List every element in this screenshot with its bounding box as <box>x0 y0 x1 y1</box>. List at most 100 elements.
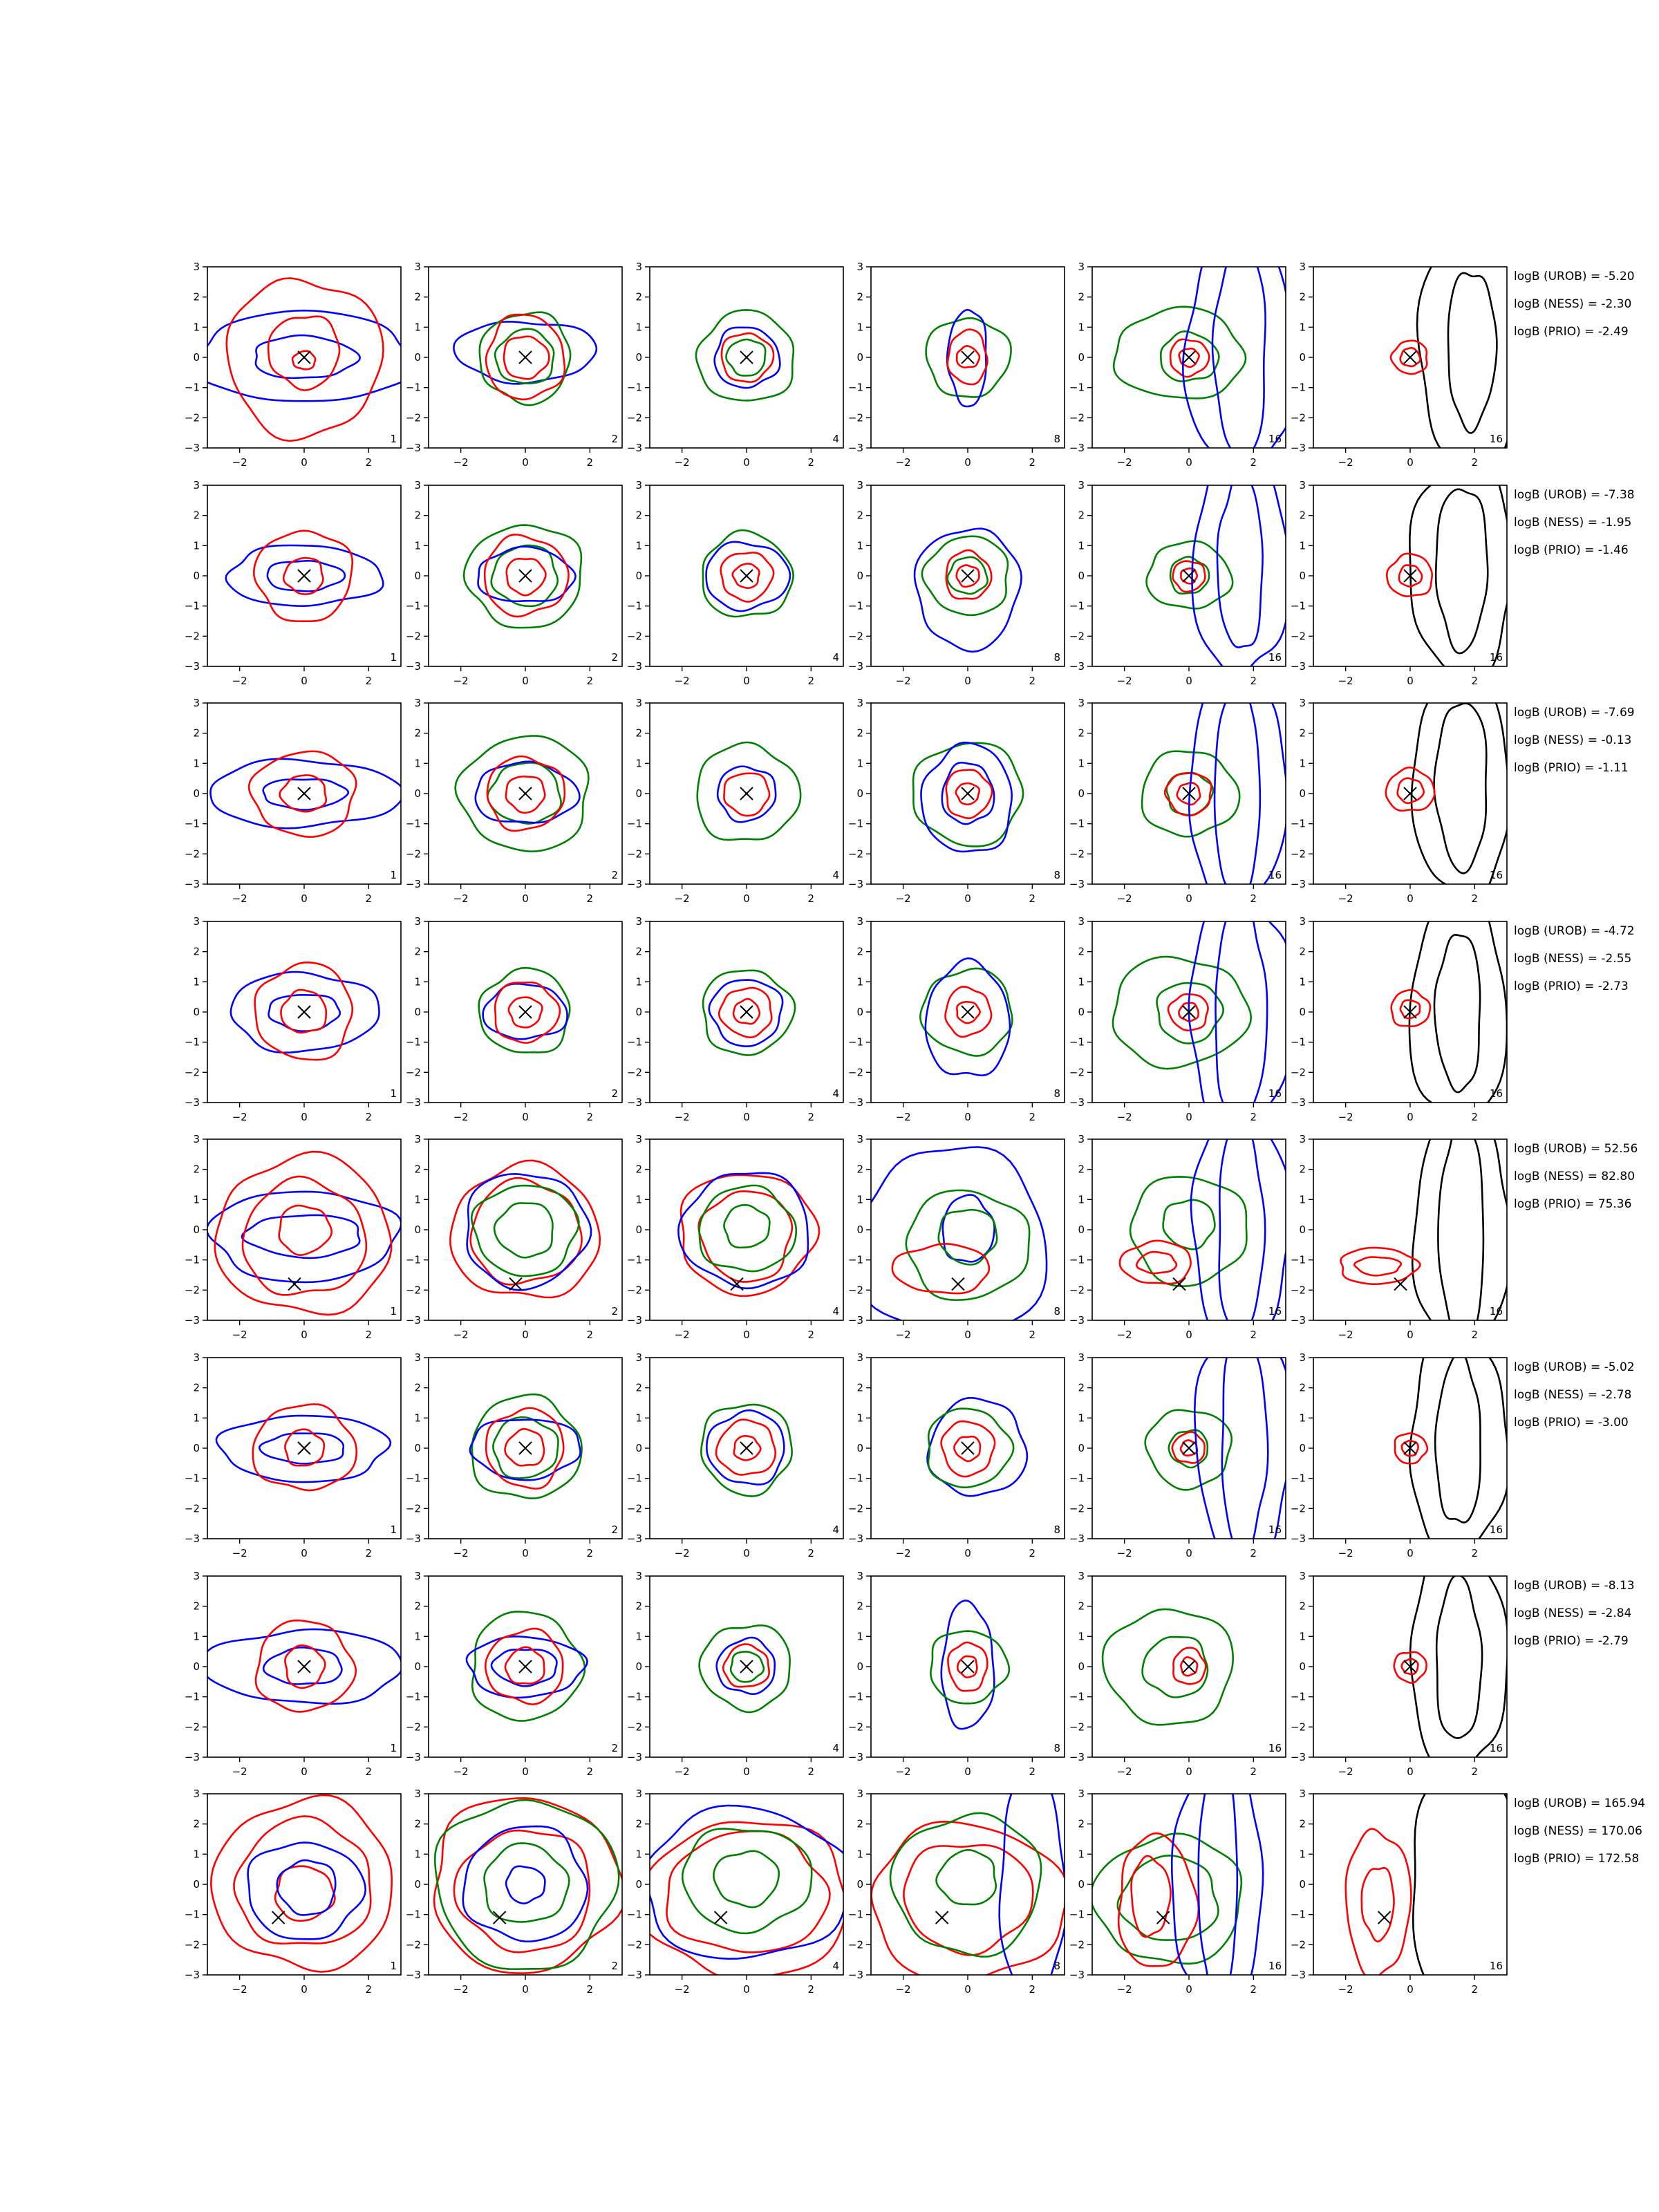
x-tick-label: 2 <box>1472 1111 1479 1123</box>
y-tick-label: 3 <box>1078 697 1085 709</box>
x-marker <box>1172 1277 1186 1291</box>
y-tick-label: −2 <box>627 1066 642 1078</box>
x-marker <box>951 1277 965 1291</box>
y-tick-label: −2 <box>848 1502 863 1515</box>
red-contour <box>1163 772 1212 817</box>
x-tick-label: 2 <box>808 675 815 687</box>
panel-r5-c5: −2 0 2 −3 −2 −1 0 1 2 3 16 <box>1069 1133 1286 1341</box>
green-contour <box>1129 1176 1248 1288</box>
y-tick-label: 2 <box>635 727 642 740</box>
y-tick-label: 1 <box>856 539 863 552</box>
axes-frame <box>428 1793 623 1976</box>
y-tick-label: −3 <box>185 660 200 673</box>
red-contour <box>1360 1867 1395 1943</box>
y-tick-label: −2 <box>848 630 863 642</box>
y-tick-label: −1 <box>848 1254 863 1266</box>
panel-label: 2 <box>611 1524 618 1536</box>
contour-group <box>1112 921 1286 1103</box>
y-tick-label: −3 <box>406 442 421 454</box>
y-tick-label: 2 <box>856 1818 863 1830</box>
y-tick-label: −3 <box>627 442 642 454</box>
x-tick-label: −2 <box>896 892 911 905</box>
y-tick-label: −1 <box>848 600 863 612</box>
y-tick-label: −3 <box>1069 1751 1085 1763</box>
y-tick-label: −1 <box>848 1472 863 1485</box>
blue-contour <box>241 1214 361 1259</box>
logb-label: logB (UROB) = -4.72 <box>1514 924 1635 938</box>
red-contour <box>1344 1828 1412 1975</box>
red-contour <box>679 1174 821 1297</box>
y-tick-label: −3 <box>185 1096 200 1109</box>
y-tick-label: 2 <box>635 1600 642 1613</box>
panel-label: 2 <box>611 651 618 664</box>
x-marker <box>1403 1441 1417 1455</box>
y-tick-label: −2 <box>406 1284 421 1296</box>
y-tick-label: 1 <box>635 975 642 988</box>
logb-label: logB (UROB) = -5.02 <box>1514 1360 1635 1374</box>
y-tick-label: 1 <box>1078 1848 1085 1860</box>
y-tick-label: 2 <box>1078 1600 1085 1613</box>
x-tick-label: −2 <box>675 675 690 687</box>
x-tick-label: −2 <box>896 1329 911 1341</box>
contour-group <box>1340 1139 1507 1320</box>
x-tick-label: 0 <box>301 1329 308 1341</box>
red-contour <box>955 345 981 368</box>
y-tick-label: 3 <box>635 1570 642 1582</box>
x-tick-label: −2 <box>896 675 911 687</box>
red-contour <box>279 774 328 813</box>
blue-contour <box>1191 485 1286 666</box>
y-tick-label: −3 <box>1069 660 1085 673</box>
y-tick-label: −1 <box>627 1254 642 1266</box>
blue-contour <box>1190 1139 1286 1320</box>
red-contour <box>956 1655 978 1678</box>
x-tick-label: 0 <box>743 675 750 687</box>
y-tick-label: 2 <box>193 727 200 740</box>
x-marker <box>1182 350 1196 364</box>
red-contour <box>280 988 328 1034</box>
y-tick-label: −3 <box>185 878 200 890</box>
y-tick-label: −1 <box>185 600 200 612</box>
y-tick-label: 2 <box>414 1163 421 1176</box>
y-tick-label: 0 <box>856 1006 863 1018</box>
red-contour <box>723 772 771 817</box>
panel-label: 16 <box>1490 433 1503 445</box>
contour-group <box>913 527 1022 653</box>
y-tick-label: 0 <box>414 1660 421 1673</box>
x-tick-label: 0 <box>743 1547 750 1559</box>
logb-label: logB (UROB) = -7.38 <box>1514 488 1635 502</box>
panel-label: 1 <box>390 651 397 664</box>
y-tick-label: 1 <box>635 1193 642 1206</box>
x-tick-label: 2 <box>587 456 594 469</box>
contour-group <box>1394 1358 1507 1539</box>
x-tick-label: 0 <box>522 1111 529 1123</box>
y-tick-label: 2 <box>193 946 200 958</box>
green-contour <box>454 735 590 853</box>
x-tick-label: −2 <box>1117 456 1132 469</box>
red-contour <box>1178 1002 1199 1022</box>
x-tick-label: 0 <box>1407 1983 1414 1996</box>
red-contour <box>945 769 993 819</box>
x-marker <box>740 350 753 364</box>
x-tick-label: 0 <box>743 1329 750 1341</box>
red-contour <box>1118 1239 1192 1285</box>
y-tick-label: 3 <box>1299 1788 1306 1800</box>
y-tick-label: 3 <box>414 261 421 273</box>
x-tick-label: −2 <box>1338 1547 1353 1559</box>
y-tick-label: −2 <box>848 411 863 424</box>
logb-label: logB (PRIO) = -2.49 <box>1514 325 1629 339</box>
red-contour <box>953 1435 982 1463</box>
y-tick-label: −1 <box>185 1691 200 1703</box>
x-tick-label: −2 <box>675 1111 690 1123</box>
x-tick-label: −2 <box>232 1111 247 1123</box>
x-marker <box>297 1441 311 1455</box>
blue-contour <box>708 979 784 1047</box>
green-contour <box>1145 540 1234 610</box>
y-tick-label: 2 <box>856 1600 863 1613</box>
x-marker <box>740 787 753 800</box>
y-tick-label: −2 <box>848 1284 863 1296</box>
red-contour <box>252 529 354 623</box>
red-contour <box>1180 1656 1199 1677</box>
red-contour <box>1390 988 1432 1027</box>
green-contour <box>1141 1635 1209 1698</box>
blue-contour <box>913 527 1022 653</box>
